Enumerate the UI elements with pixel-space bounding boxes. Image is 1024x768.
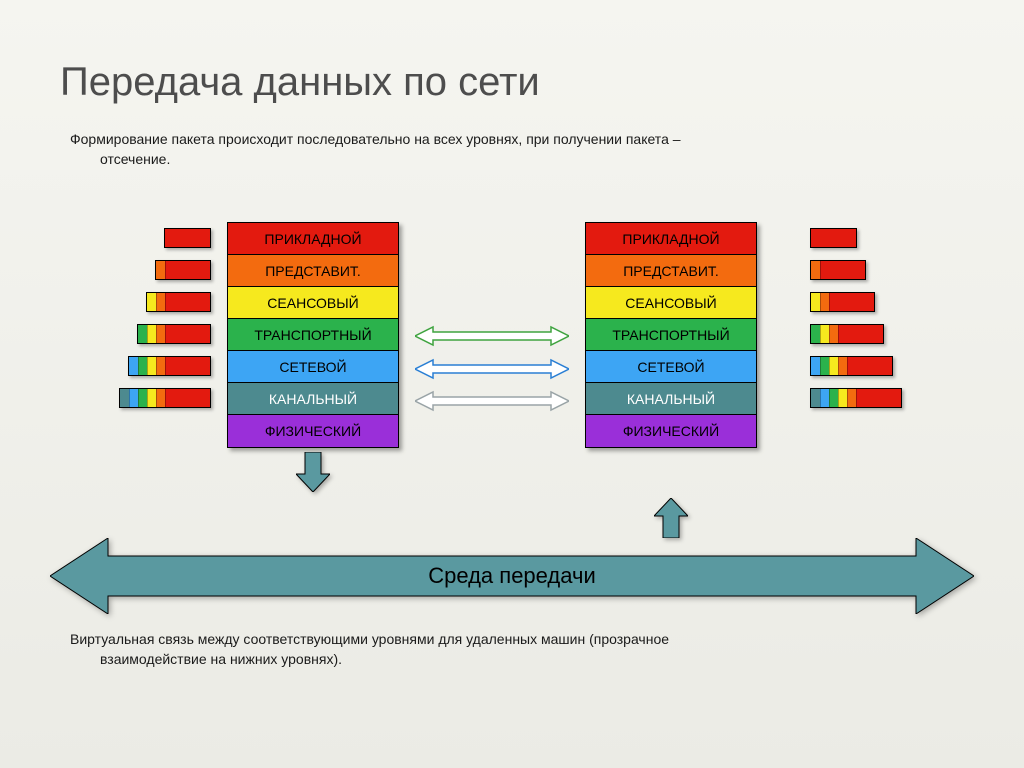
peer-arrow <box>415 358 569 380</box>
osi-layer: ФИЗИЧЕСКИЙ <box>586 415 756 447</box>
slide-subtitle: Формирование пакета происходит последова… <box>70 130 954 169</box>
decapsulation-packets-receiver <box>810 222 906 414</box>
peer-arrow <box>415 325 569 347</box>
packet-row <box>810 286 906 318</box>
encapsulation-packets-sender <box>115 222 211 414</box>
packet <box>810 292 875 312</box>
osi-layer: ПРИКЛАДНОЙ <box>228 223 398 255</box>
osi-layer: СЕТЕВОЙ <box>228 351 398 383</box>
packet <box>146 292 211 312</box>
footnote-line-2: взаимодействие на нижних уровнях). <box>70 650 954 670</box>
transmission-medium-arrow: Среда передачи <box>50 538 974 614</box>
packet <box>155 260 211 280</box>
osi-layer: КАНАЛЬНЫЙ <box>586 383 756 415</box>
packet <box>810 228 857 248</box>
osi-layer: КАНАЛЬНЫЙ <box>228 383 398 415</box>
peer-arrow <box>415 390 569 412</box>
osi-stack-sender: ПРИКЛАДНОЙПРЕДСТАВИТ.СЕАНСОВЫЙТРАНСПОРТН… <box>227 222 399 448</box>
packet <box>128 356 211 376</box>
packet-row <box>810 382 906 414</box>
packet-row <box>115 382 211 414</box>
osi-layer: ФИЗИЧЕСКИЙ <box>228 415 398 447</box>
packet-row <box>115 254 211 286</box>
osi-stack-receiver: ПРИКЛАДНОЙПРЕДСТАВИТ.СЕАНСОВЫЙТРАНСПОРТН… <box>585 222 757 448</box>
subtitle-line-1: Формирование пакета происходит последова… <box>70 131 681 147</box>
packet-row <box>810 222 906 254</box>
transmission-medium-label: Среда передачи <box>50 538 974 614</box>
packet-row <box>810 318 906 350</box>
footnote-line-1: Виртуальная связь между соответствующими… <box>70 631 669 647</box>
slide-title: Передача данных по сети <box>60 60 540 105</box>
packet-row <box>115 222 211 254</box>
packet-row <box>115 350 211 382</box>
osi-layer: ТРАНСПОРТНЫЙ <box>586 319 756 351</box>
packet <box>810 260 866 280</box>
packet <box>810 388 902 408</box>
arrow-up-icon <box>654 498 688 538</box>
osi-layer: ПРИКЛАДНОЙ <box>586 223 756 255</box>
packet <box>810 324 884 344</box>
subtitle-line-2: отсечение. <box>70 150 954 170</box>
osi-layer: СЕАНСОВЫЙ <box>586 287 756 319</box>
osi-layer: ПРЕДСТАВИТ. <box>228 255 398 287</box>
osi-layer: ТРАНСПОРТНЫЙ <box>228 319 398 351</box>
packet <box>119 388 211 408</box>
packet <box>164 228 211 248</box>
packet-row <box>810 254 906 286</box>
slide-footnote: Виртуальная связь между соответствующими… <box>70 630 954 669</box>
osi-layer: СЕТЕВОЙ <box>586 351 756 383</box>
packet-row <box>115 286 211 318</box>
arrow-down-icon <box>296 452 330 492</box>
osi-layer: ПРЕДСТАВИТ. <box>586 255 756 287</box>
packet <box>810 356 893 376</box>
osi-layer: СЕАНСОВЫЙ <box>228 287 398 319</box>
packet-row <box>810 350 906 382</box>
packet-row <box>115 318 211 350</box>
packet <box>137 324 211 344</box>
